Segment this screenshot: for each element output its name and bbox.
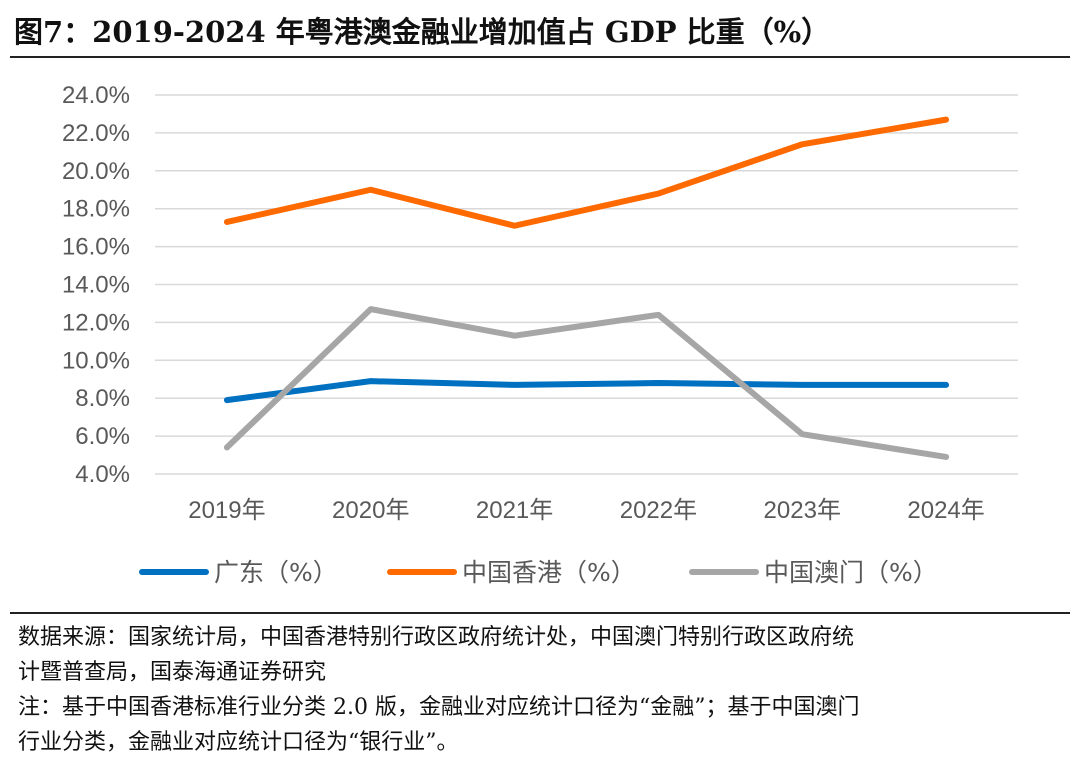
y-tick-label: 20.0%	[62, 158, 130, 185]
x-tick-label: 2022年	[620, 497, 697, 524]
series-line-1	[223, 116, 950, 229]
note-line-2: 行业分类，金融业对应统计口径为“银行业”。	[18, 730, 459, 755]
y-tick-label: 22.0%	[62, 120, 130, 147]
y-tick-label: 14.0%	[62, 272, 130, 299]
source-divider	[10, 612, 1070, 614]
x-tick-label: 2019年	[188, 497, 265, 524]
legend-label-0: 广东（%）	[214, 558, 338, 587]
source-notes: 数据来源：国家统计局，中国香港特别行政区政府统计处，中国澳门特别行政区政府统 计…	[18, 620, 1068, 760]
chart-gridlines	[155, 94, 1018, 475]
y-tick-label: 16.0%	[62, 234, 130, 261]
title-divider	[10, 56, 1070, 58]
source-line-1: 数据来源：国家统计局，中国香港特别行政区政府统计处，中国澳门特别行政区政府统	[18, 625, 855, 650]
series-line-2	[223, 306, 950, 460]
line-chart: 4.0% 6.0% 8.0% 10.0% 12.0% 14.0% 16.0% 18.0% 20.…	[62, 82, 1018, 587]
x-tick-label: 2021年	[476, 497, 553, 524]
y-axis: 4.0% 6.0% 8.0% 10.0% 12.0% 14.0% 16.0% 18.0% 20.…	[62, 82, 130, 488]
source-line-2: 计暨普查局，国泰海通证券研究	[18, 660, 327, 685]
y-tick-label: 12.0%	[62, 309, 130, 336]
figure-title: 图7：2019-2024 年粤港澳金融业增加值占 GDP 比重（%）	[14, 15, 831, 49]
chart-legend: 广东（%） 中国香港（%） 中国澳门（%）	[139, 558, 938, 587]
y-tick-label: 18.0%	[62, 196, 130, 223]
y-tick-label: 4.0%	[75, 461, 130, 488]
series-line-0	[223, 378, 950, 404]
y-tick-label: 10.0%	[62, 347, 130, 374]
chart-series	[223, 116, 950, 460]
y-tick-label: 6.0%	[75, 423, 130, 450]
legend-label-2: 中国澳门（%）	[764, 558, 938, 587]
x-tick-label: 2020年	[332, 497, 409, 524]
y-tick-label: 8.0%	[75, 385, 130, 412]
x-axis: 2019年 2020年 2021年 2022年 2023年 2024年	[188, 497, 985, 524]
note-line-1: 注：基于中国香港标准行业分类 2.0 版，金融业对应统计口径为“金融”；基于中国…	[18, 695, 860, 720]
legend-label-1: 中国香港（%）	[462, 558, 636, 587]
x-tick-label: 2024年	[907, 497, 984, 524]
x-tick-label: 2023年	[764, 497, 841, 524]
y-tick-label: 24.0%	[62, 82, 130, 109]
